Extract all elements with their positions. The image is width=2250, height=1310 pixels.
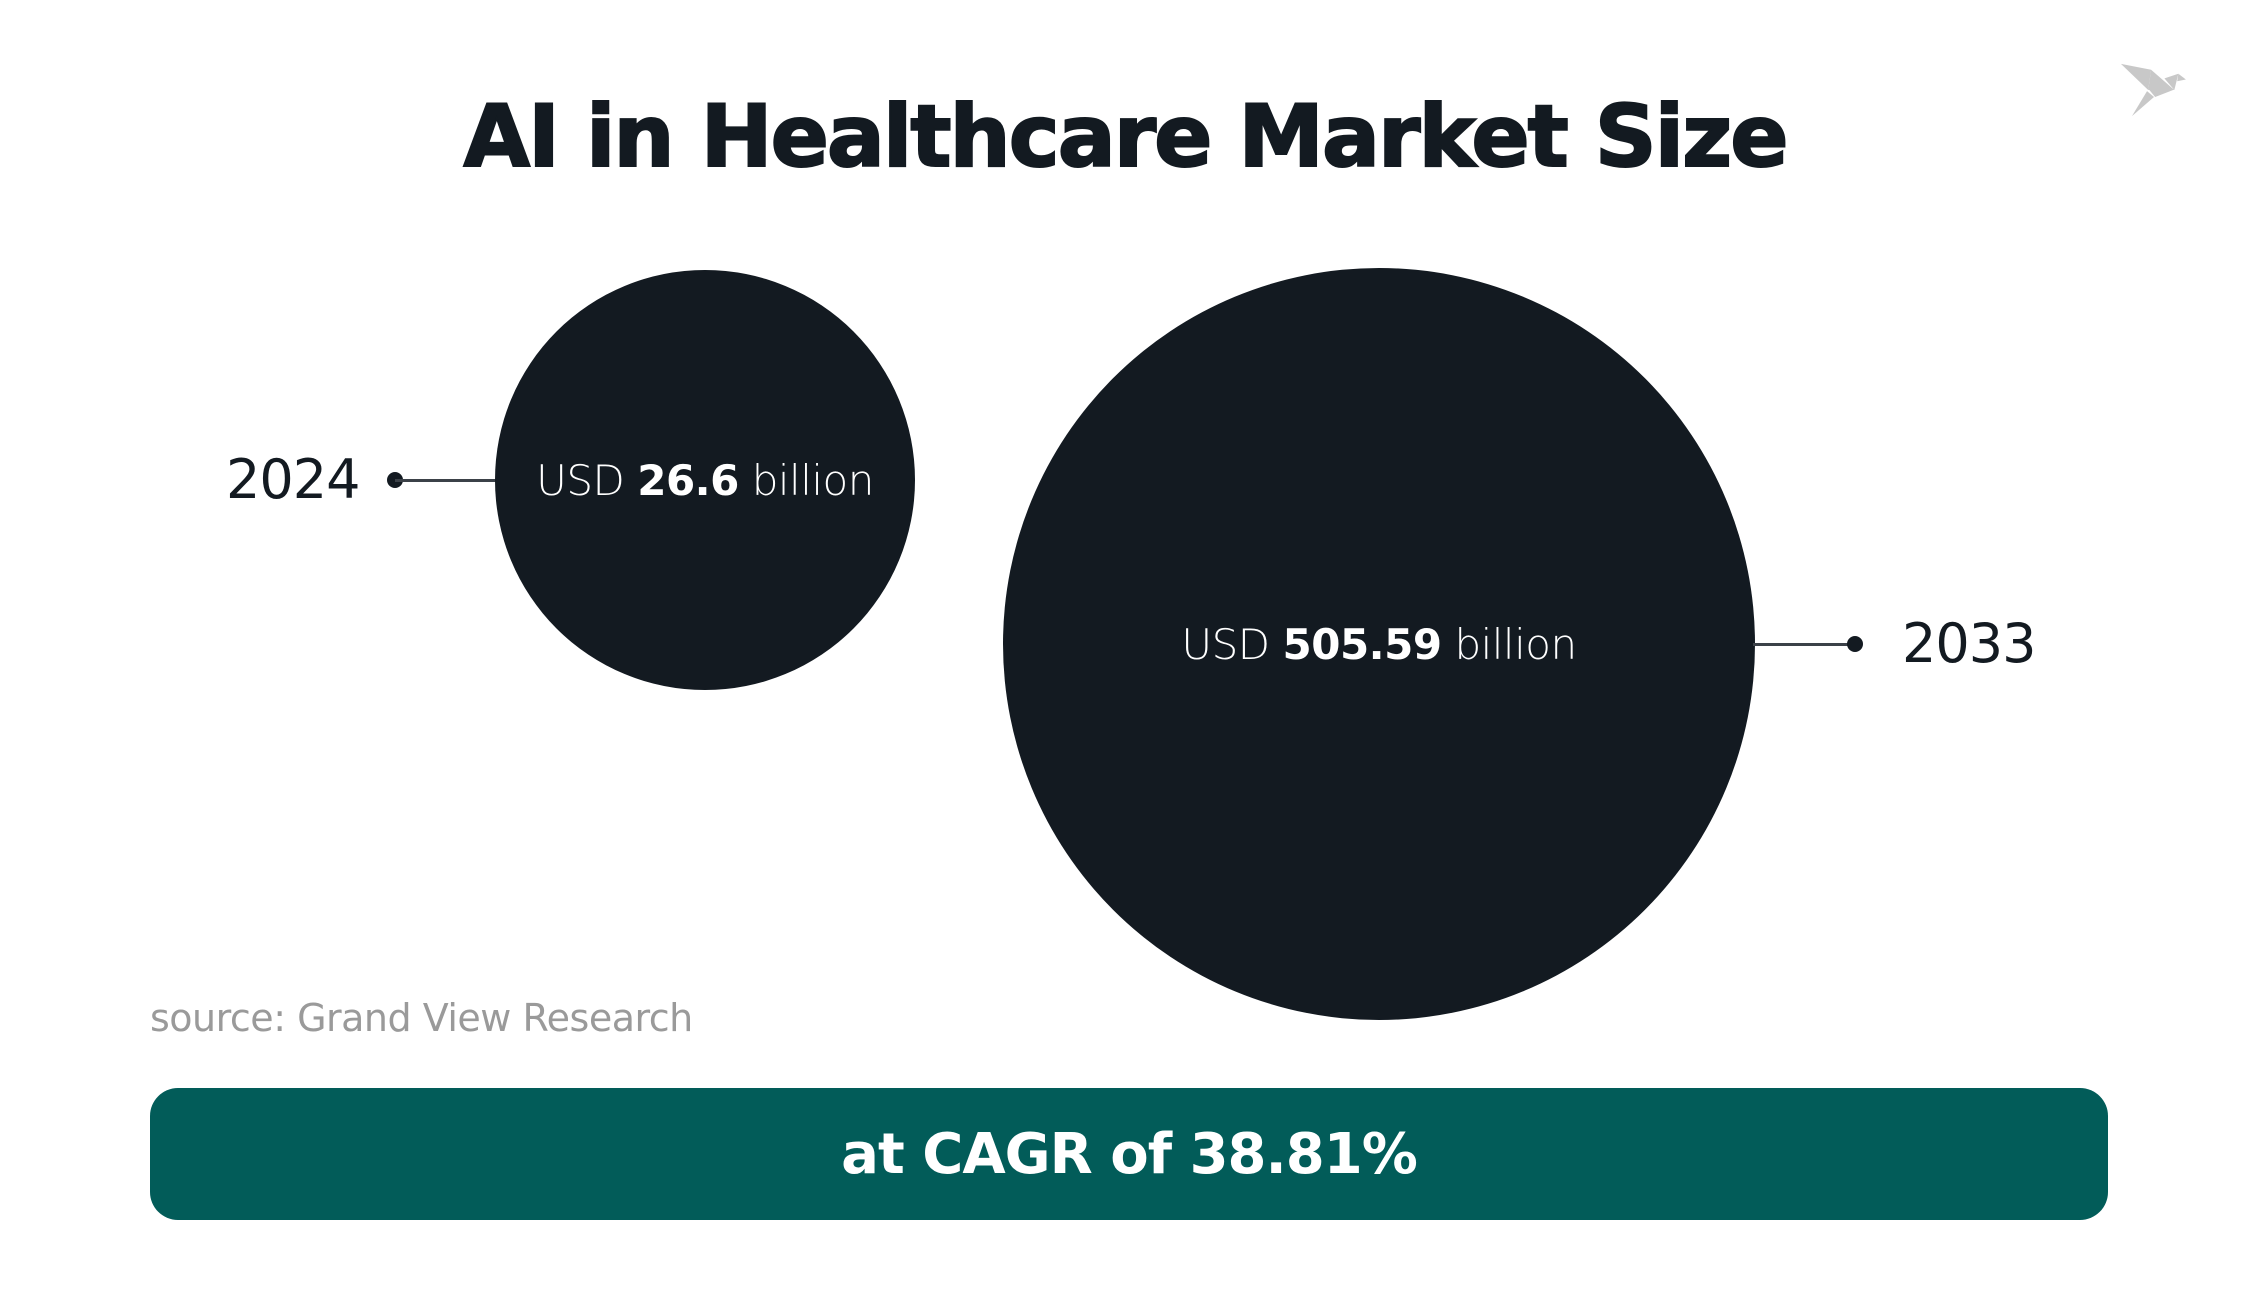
connector-dot-2033 xyxy=(1847,636,1863,652)
market-value-2024: USD 26.6 billion xyxy=(536,456,874,505)
market-value-unit: billion xyxy=(751,455,875,505)
origami-bird-logo-icon xyxy=(2096,42,2212,138)
cagr-text: at CAGR of 38.81% xyxy=(841,1121,1418,1187)
market-bubble-2024: USD 26.6 billion xyxy=(495,270,915,690)
market-value-number: 505.59 xyxy=(1282,619,1443,669)
currency-prefix: USD xyxy=(1181,619,1270,669)
market-value-unit: billion xyxy=(1454,619,1577,669)
chart-title: AI in Healthcare Market Size xyxy=(462,86,1789,188)
market-value-2033: USD 505.59 billion xyxy=(1181,619,1577,669)
market-value-number: 26.6 xyxy=(637,455,739,505)
currency-prefix: USD xyxy=(536,455,625,505)
source-citation: source: Grand View Research xyxy=(150,996,693,1040)
year-label-2024: 2024 xyxy=(226,448,360,511)
year-label-2033: 2033 xyxy=(1902,612,2036,675)
cagr-banner: at CAGR of 38.81% xyxy=(150,1088,2108,1220)
market-bubble-2033: USD 505.59 billion xyxy=(1003,268,1755,1020)
connector-line-2024 xyxy=(395,479,497,482)
connector-line-2033 xyxy=(1753,643,1855,646)
